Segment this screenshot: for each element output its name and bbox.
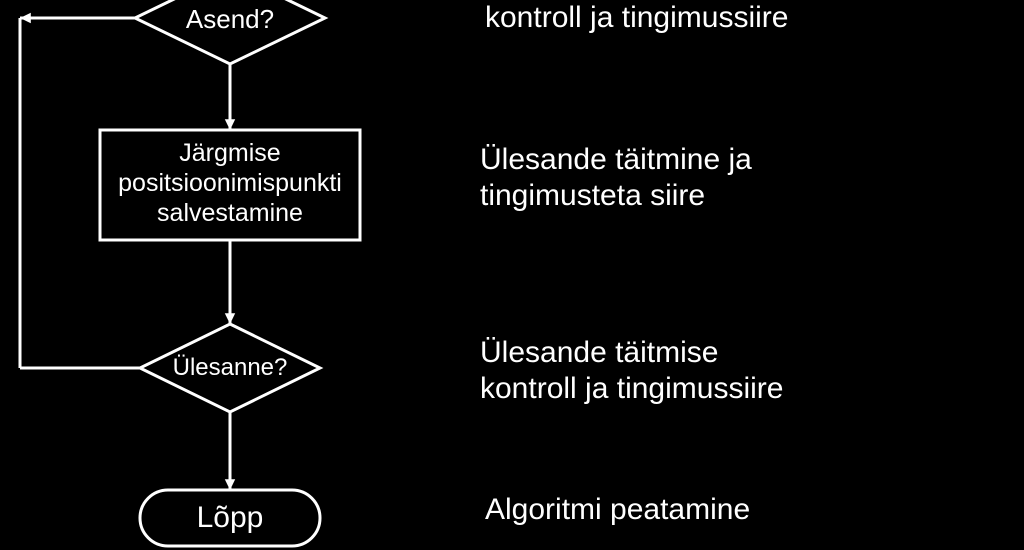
decision1-label: Asend?: [135, 4, 325, 35]
desc-1: kontroll ja tingimussiire: [485, 0, 788, 36]
flowchart-svg: [0, 0, 1024, 550]
desc-3: Ülesande täitmise kontroll ja tingimussi…: [480, 335, 783, 407]
process-label: Järgmisepositsioonimispunktisalvestamine: [100, 138, 360, 228]
desc-2: Ülesande täitmine ja tingimusteta siire: [480, 142, 752, 214]
desc-4: Algoritmi peatamine: [485, 492, 750, 528]
decision2-label: Ülesanne?: [140, 354, 320, 383]
terminal-label: Lõpp: [140, 500, 320, 536]
